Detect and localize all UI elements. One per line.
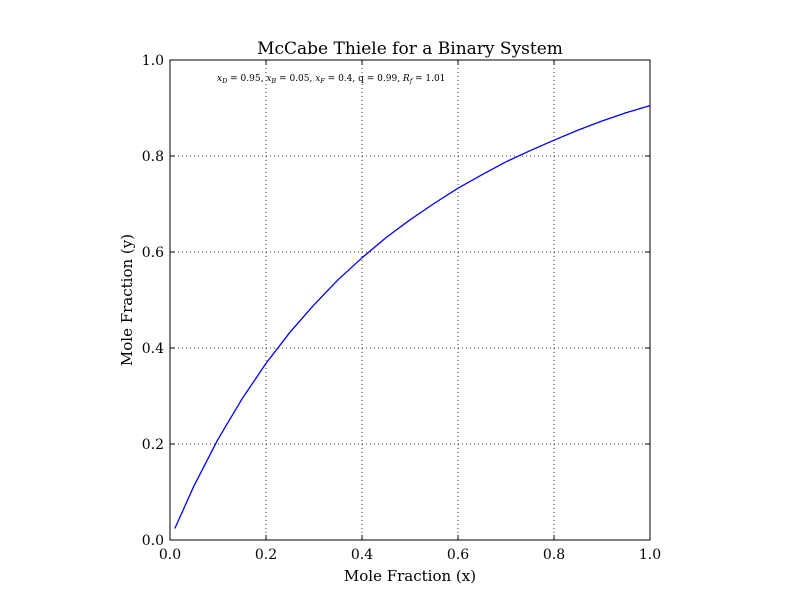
ticks (169, 59, 651, 541)
y-tick-label: 0.0 (142, 533, 164, 549)
tick-labels: 0.0 0.2 0.4 0.6 0.8 1.0 0.0 0.2 0.4 0.6 0.8 1.0 (142, 53, 661, 563)
grid (169, 59, 651, 541)
y-tick-label: 1.0 (142, 53, 164, 69)
y-tick-label: 0.8 (142, 149, 164, 165)
y-tick-label: 0.4 (142, 341, 164, 357)
y-axis-title: Mole Fraction (y) (118, 234, 136, 366)
x-tick-label: 0.2 (255, 547, 277, 563)
x-tick-label: 0.4 (351, 547, 373, 563)
y-tick-label: 0.2 (142, 437, 164, 453)
plot-frame (169, 59, 651, 541)
chart-title: McCabe Thiele for a Binary System (257, 39, 563, 59)
x-tick-label: 0.8 (543, 547, 565, 563)
x-axis-title: Mole Fraction (x) (344, 567, 476, 585)
x-tick-label: 0.6 (447, 547, 469, 563)
parameter-annotation: xD = 0.95, xB = 0.05, xF = 0.4, q = 0.99… (217, 74, 445, 85)
y-tick-label: 0.6 (142, 245, 164, 261)
x-tick-label: 1.0 (639, 547, 661, 563)
equilibrium-curve (174, 104, 651, 529)
series-layer (174, 104, 651, 529)
x-tick-label: 0.0 (159, 547, 181, 563)
